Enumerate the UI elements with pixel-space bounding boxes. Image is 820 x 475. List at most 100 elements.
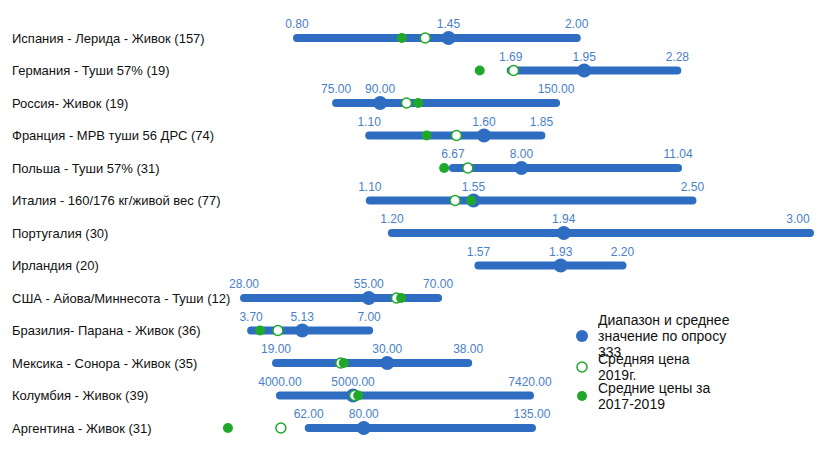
avg-2017-2019-dot [466,196,476,206]
legend-label: Средние цены за2017-2019 [598,380,711,412]
value-label: 19.00 [261,342,291,356]
avg-2019-dot [420,33,430,43]
avg-2017-2019-dot [439,163,449,173]
category-label: Ирландия (20) [12,258,99,273]
legend-marker [576,330,588,342]
category-label: Россия- Живок (19) [12,96,128,111]
legend-label: Средняя цена2019г. [598,351,690,383]
range-bar [370,197,693,205]
value-label: 1.20 [380,212,404,226]
avg-2017-2019-dot [475,66,485,76]
avg-2017-2019-dot [397,33,407,43]
chart-container: Испания - Лерида - Живок (157)0.801.452.… [0,0,820,475]
avg-2017-2019-dot [413,98,423,108]
mean-dot [467,194,481,208]
value-label: 75.00 [321,82,351,96]
value-label: 2.20 [611,245,635,259]
value-label: 90.00 [365,82,395,96]
value-label: 1.94 [552,212,576,226]
value-label: 28.00 [229,277,259,291]
value-label: 3.00 [786,212,810,226]
value-label: 6.67 [441,147,465,161]
avg-2017-2019-dot [353,391,363,401]
avg-2017-2019-dot [396,293,406,303]
mean-dot [577,64,591,78]
avg-2019-dot [450,196,460,206]
value-label: 1.85 [530,115,554,129]
avg-2019-dot [402,98,412,108]
value-label: 3.70 [239,310,263,324]
value-label: 11.04 [664,147,693,161]
value-label: 55.00 [354,277,384,291]
value-label: 7.00 [357,310,381,324]
range-bar [276,359,468,367]
value-label: 7420.00 [508,375,552,389]
avg-2019-dot [273,326,283,336]
value-label: 1.93 [549,245,573,259]
avg-2019-dot [276,423,286,433]
category-label: Польша - Туши 57% (31) [12,161,160,176]
range-bar [251,327,369,335]
value-label: 2.00 [565,17,589,31]
value-label: 30.00 [372,342,402,356]
value-label: 1.69 [499,50,523,64]
value-label: 1.10 [358,115,382,129]
range-bar [244,294,438,302]
avg-2017-2019-dot [339,358,349,368]
avg-2017-2019-dot [422,131,432,141]
value-label: 2.28 [666,50,690,64]
value-label: 150.00 [538,82,575,96]
mean-dot [357,421,371,435]
mean-dot [477,129,491,143]
value-label: 1.60 [472,115,496,129]
range-bar [369,132,541,140]
range-bar [297,34,577,42]
avg-2019-dot [463,163,473,173]
texts: Испания - Лерида - Живок (157)0.801.452.… [12,17,810,436]
value-label: 1.95 [572,50,596,64]
category-label: Мексика - Сонора - Живок (35) [12,356,197,371]
value-label: 5000.00 [331,375,375,389]
value-label: 8.00 [510,147,534,161]
mean-dot [373,96,387,110]
category-label: Германия - Туши 57% (19) [12,63,170,78]
category-label: Италия - 160/176 кг/живой вес (77) [12,193,221,208]
mean-dot [362,291,376,305]
value-label: 0.80 [285,17,309,31]
range-bar [309,424,532,432]
range-bar [336,99,556,107]
range-bar [453,164,678,172]
avg-2019-dot [451,131,461,141]
value-label: 80.00 [349,407,379,421]
range-bar [478,262,622,270]
legend-marker [577,362,587,372]
range-bar [392,229,810,237]
category-label: Бразилия- Парана - Живок (36) [12,323,201,338]
value-label: 1.55 [462,180,486,194]
value-label: 38.00 [453,342,483,356]
avg-2019-dot [509,66,519,76]
value-label: 5.13 [291,310,315,324]
category-label: Португалия (30) [12,226,108,241]
category-label: США - Айова/Миннесота - Туши (12) [12,291,230,306]
legend-marker [577,391,587,401]
value-label: 1.10 [358,180,382,194]
value-label: 1.57 [467,245,491,259]
avg-2017-2019-dot [255,326,265,336]
value-label: 62.00 [294,407,324,421]
value-label: 2.50 [681,180,705,194]
range-bar [511,67,678,75]
marks [223,31,810,435]
mean-dot [557,226,571,240]
value-label: 4000.00 [258,375,302,389]
category-label: Испания - Лерида - Живок (157) [12,31,205,46]
category-label: Колумбия - Живок (39) [12,388,148,403]
category-label: Франция - МРВ туши 56 ДРС (74) [12,128,214,143]
mean-dot [380,356,394,370]
mean-dot [442,31,456,45]
value-label: 70.00 [423,277,453,291]
mean-dot [295,324,309,338]
category-label: Аргентина - Живок (31) [12,421,152,436]
chart: Испания - Лерида - Живок (157)0.801.452.… [0,0,820,475]
mean-dot [514,161,528,175]
